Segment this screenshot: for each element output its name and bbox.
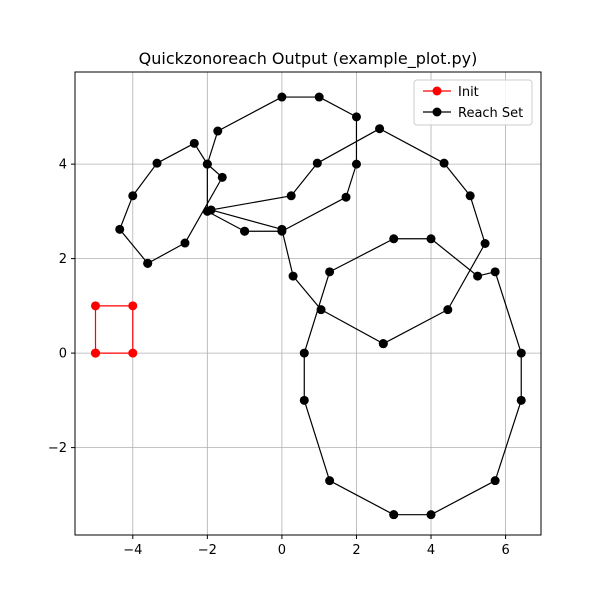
reach-set-vertex [286, 191, 296, 201]
reach-set-vertex [490, 267, 500, 277]
reach-set-vertex [312, 158, 322, 168]
axis-ticks: −4 −2 0 2 4 6 −2 0 2 4 [48, 158, 510, 558]
legend: Init Reach Set [413, 79, 533, 126]
x-tick-label: −2 [198, 543, 217, 558]
reach-set-vertex [375, 124, 385, 134]
reach-set-vertex [202, 159, 212, 169]
reach-set-vertex [516, 395, 526, 405]
y-tick-label: −2 [48, 441, 67, 456]
legend-reach-marker [432, 107, 442, 117]
reach-set-vertex [277, 92, 287, 102]
reach-set-vertex [341, 192, 351, 202]
init-vertex [91, 301, 100, 311]
reach-set-vertex [439, 158, 449, 168]
x-tick-label: 0 [278, 543, 286, 558]
reach-set-vertex [277, 224, 287, 234]
init-vertex [91, 348, 100, 358]
chart-title: Quickzonoreach Output (example_plot.py) [139, 49, 478, 69]
reach-set-polygon-3 [303, 238, 522, 516]
reach-set-vertex [516, 348, 526, 358]
plot-frame [74, 71, 542, 536]
legend-init-marker [432, 86, 442, 96]
reach-set-vertex [314, 92, 324, 102]
reach-set-vertex [443, 305, 453, 315]
y-tick-label: 4 [59, 158, 67, 173]
reach-set-vertex [115, 224, 125, 234]
reach-set-vertex [143, 258, 153, 268]
series-init [91, 301, 138, 358]
reach-set-vertex [206, 205, 216, 215]
reach-set-vertex [189, 138, 199, 148]
reach-set-vertex [217, 172, 227, 182]
y-tick-label: 2 [59, 252, 67, 267]
reach-set-vertex [299, 348, 309, 358]
reach-set-vertex [325, 267, 335, 277]
init-vertex [128, 301, 138, 311]
reach-set-vertex [128, 191, 138, 201]
reach-set-vertex [490, 476, 500, 486]
reach-set-vertex [351, 159, 361, 169]
x-tick-label: 4 [427, 543, 435, 558]
legend-reach-label: Reach Set [458, 106, 523, 121]
x-tick-label: 6 [501, 543, 509, 558]
reach-set-vertex [465, 191, 475, 201]
reach-set-vertex [351, 112, 361, 122]
reach-set-vertex [288, 271, 298, 281]
reach-set-vertex [473, 271, 483, 281]
reach-set-vertex [378, 339, 388, 349]
reach-set-vertex [180, 238, 190, 248]
y-tick-label: 0 [59, 347, 67, 362]
reach-set-vertex [480, 239, 490, 248]
legend-init-label: Init [458, 85, 479, 100]
reach-set-vertex [299, 395, 309, 405]
series-layer [91, 92, 526, 520]
init-vertex [128, 348, 138, 358]
reach-set-vertex [426, 234, 436, 244]
reach-set-vertex [240, 226, 250, 236]
x-tick-label: −4 [123, 543, 142, 558]
reach-set-vertex [389, 234, 399, 244]
reach-set-vertex [152, 158, 162, 168]
reach-set-vertex [213, 126, 223, 136]
x-tick-label: 2 [352, 543, 360, 558]
reach-set-vertex [426, 510, 436, 520]
reach-set-vertex [389, 510, 399, 520]
reach-set-vertex [325, 476, 335, 486]
series-reach-set [115, 92, 526, 520]
